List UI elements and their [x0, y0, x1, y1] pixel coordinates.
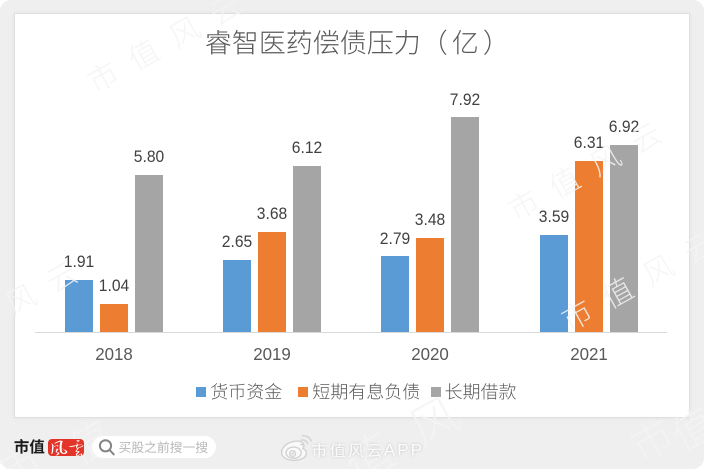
svg-text:APP: APP: [384, 440, 424, 459]
